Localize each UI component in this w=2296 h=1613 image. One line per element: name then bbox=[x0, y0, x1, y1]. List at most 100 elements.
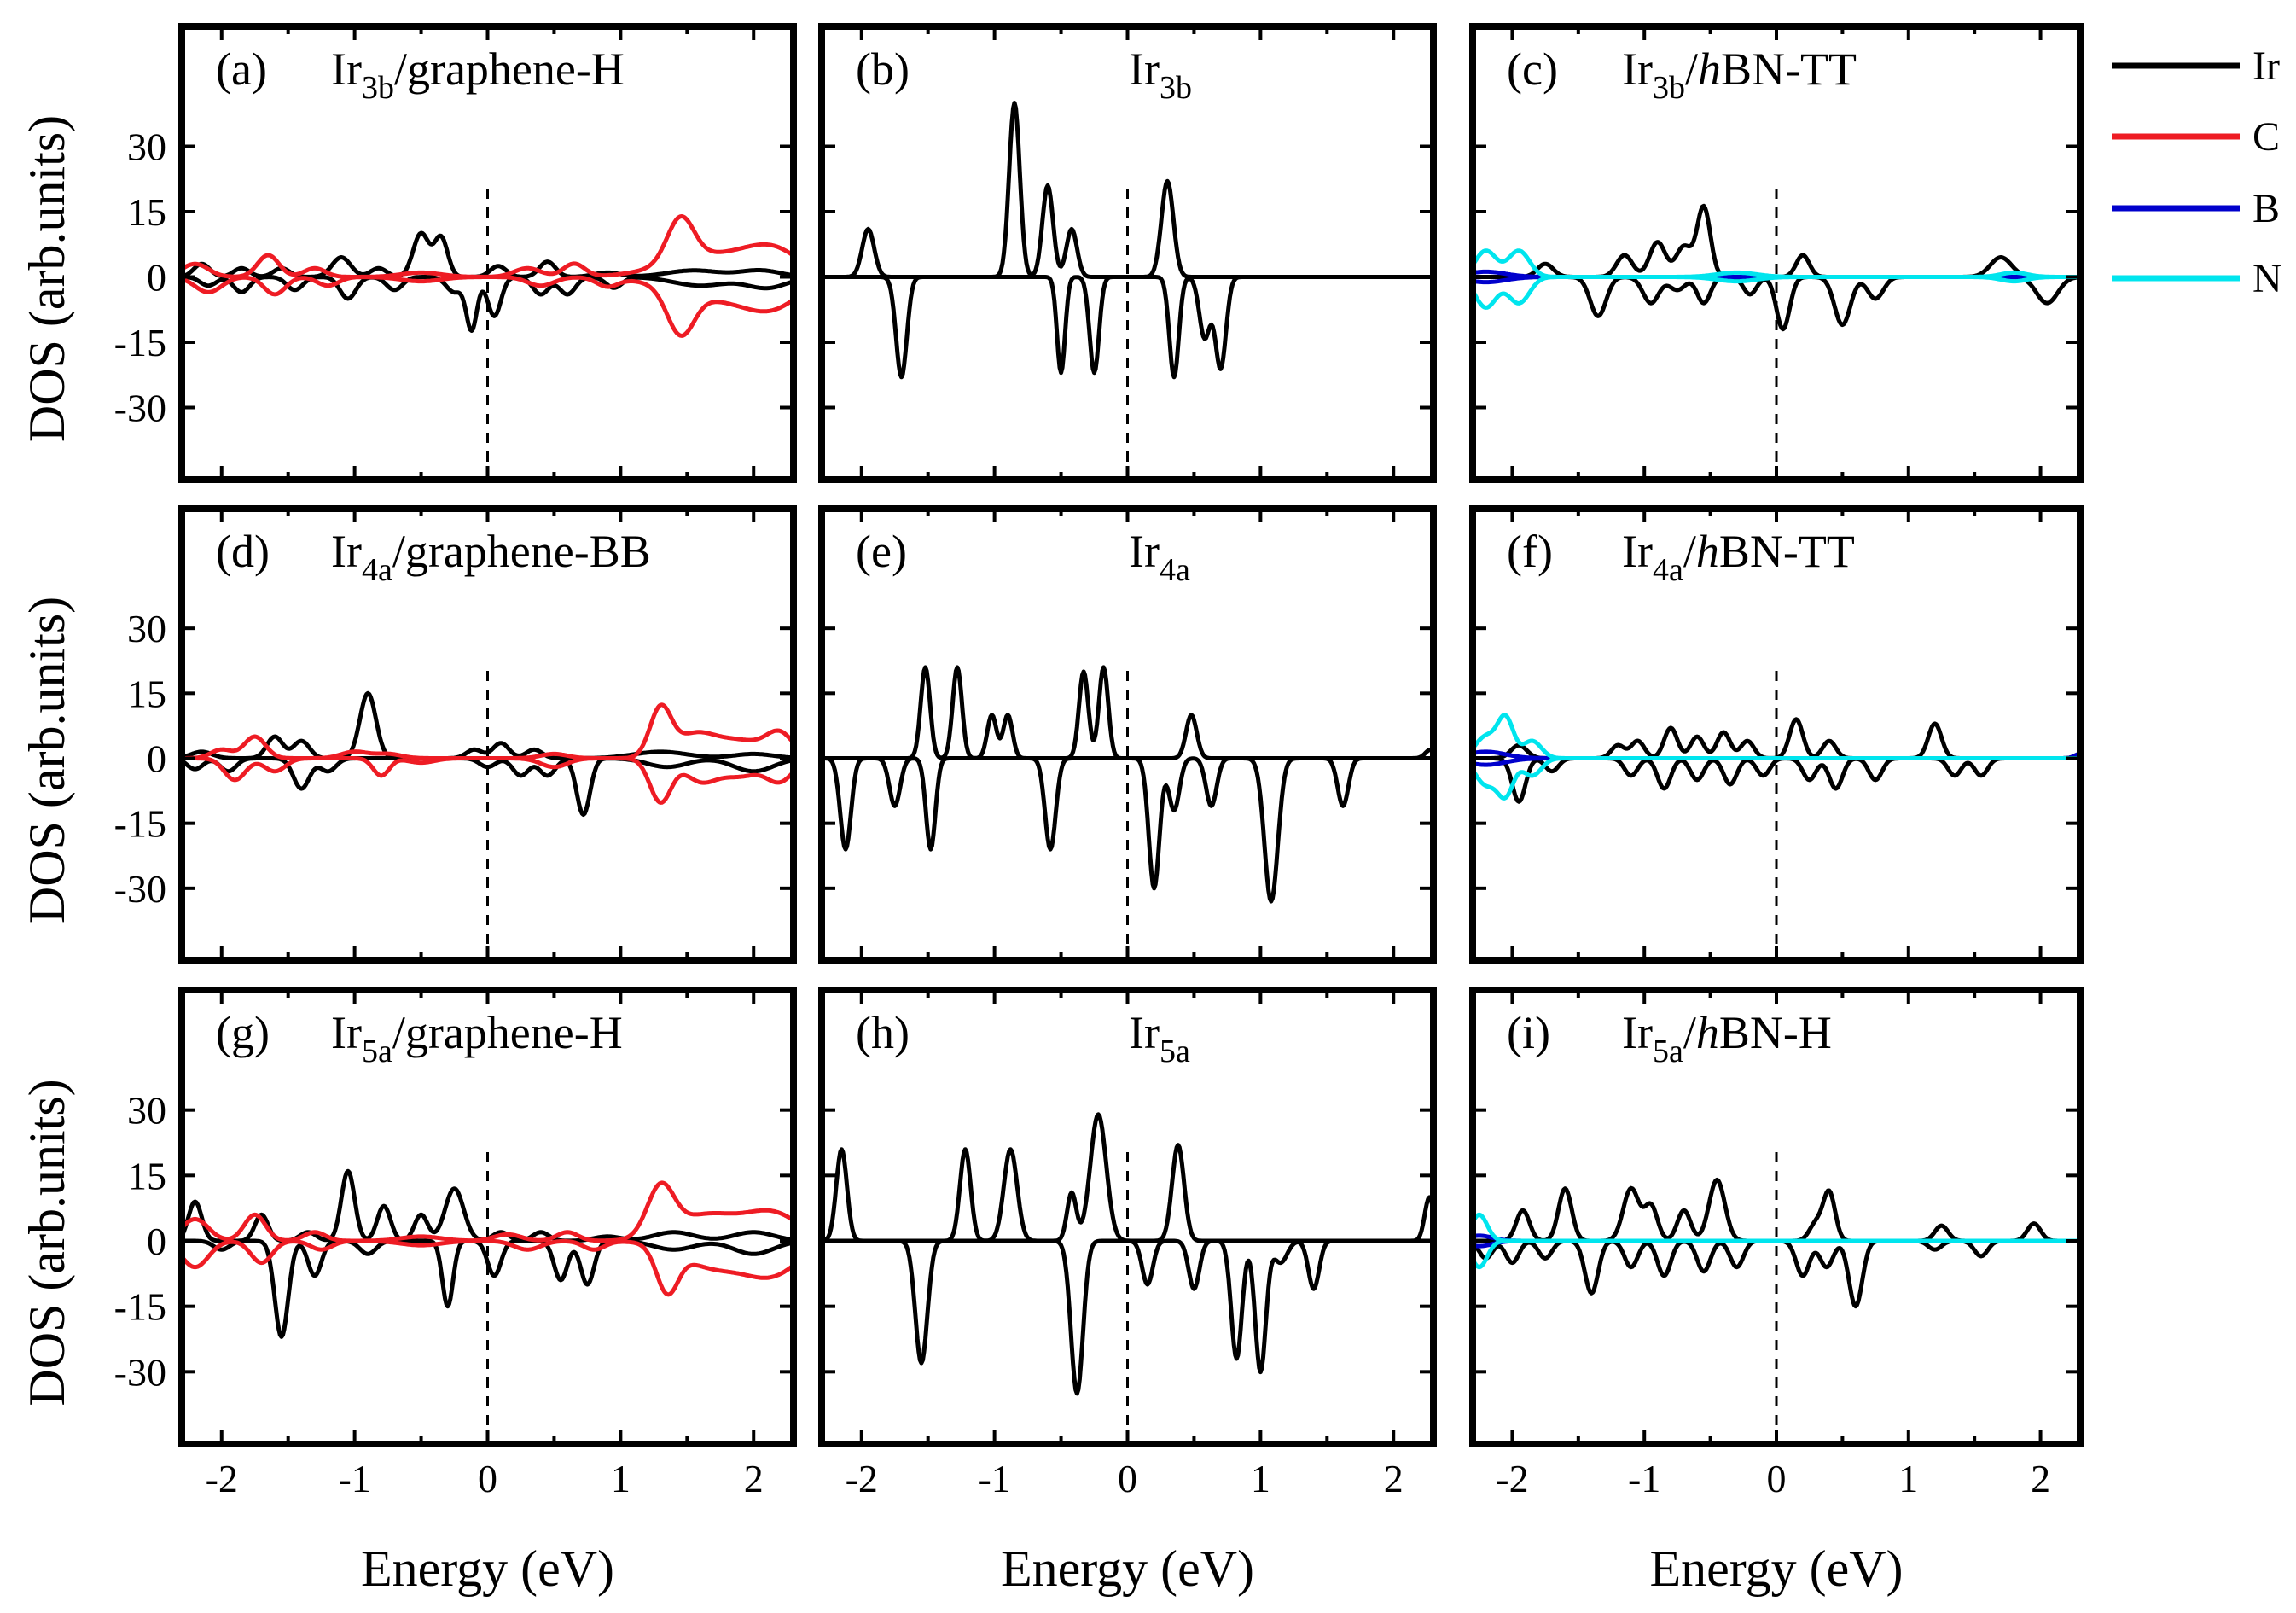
panel-h: -2 -1 0 1 2 (h) Ir5a bbox=[818, 987, 1437, 1500]
curves bbox=[182, 214, 793, 338]
panel-title: Ir4a bbox=[1129, 526, 1190, 588]
y-tick-label: 30 bbox=[127, 607, 166, 650]
panel-title: Ir3b bbox=[1129, 44, 1192, 106]
x-tick-label: -2 bbox=[206, 1457, 238, 1500]
y-tick-label: 15 bbox=[127, 672, 166, 715]
panel-label: (i) bbox=[1507, 1007, 1550, 1058]
panel-title-subscript: 4a bbox=[1653, 552, 1683, 588]
panel-title-subscript: 5a bbox=[362, 1034, 392, 1069]
x-axis-label: Energy (eV) bbox=[361, 1540, 614, 1597]
dos-curve-ir-up bbox=[182, 690, 793, 760]
panel-frame bbox=[1469, 505, 2084, 964]
panel-title-element: Ir bbox=[1622, 44, 1653, 95]
panel-title-subscript: 3b bbox=[1160, 70, 1192, 106]
panel-title-slash: / bbox=[1685, 44, 1698, 95]
curves bbox=[1473, 713, 2080, 804]
curves bbox=[1473, 203, 2080, 332]
dos-curve-c-down bbox=[182, 1238, 793, 1297]
panel-b: (b) Ir3b bbox=[818, 23, 1437, 483]
panel-title: Ir5a/graphene-H bbox=[331, 1007, 623, 1069]
legend-label-b: B bbox=[2252, 186, 2280, 231]
panel-a: 30 15 0 -15 -30 (a) Ir3b/graphene-H bbox=[114, 23, 797, 483]
panel-frame bbox=[178, 987, 797, 1447]
panel-title-subscript: 5a bbox=[1653, 1034, 1683, 1069]
y-axis-labels: DOS (arb.units) DOS (arb.units) DOS (arb.u… bbox=[19, 115, 75, 1406]
panel-title-element: Ir bbox=[1129, 1007, 1160, 1058]
panel-title: Ir5a/hBN-H bbox=[1622, 1007, 1832, 1069]
panel-label: (c) bbox=[1507, 44, 1558, 95]
curves bbox=[1473, 1177, 2080, 1309]
panel-c: (c) Ir3b/hBN-TT bbox=[1469, 23, 2084, 483]
curves bbox=[182, 690, 793, 817]
panel-title-italic: h bbox=[1696, 1007, 1719, 1058]
panel-title-element: Ir bbox=[331, 1007, 362, 1058]
panel-d: 30 15 0 -15 -30 (d) Ir4a/graphene-BB bbox=[114, 505, 797, 964]
legend-label-ir: Ir bbox=[2252, 44, 2280, 89]
curves bbox=[182, 1168, 793, 1339]
dos-curve-n-down bbox=[1473, 756, 2080, 801]
dos-curve-ir-down bbox=[182, 275, 793, 333]
panel-frame bbox=[818, 505, 1437, 964]
x-tick-label: -2 bbox=[846, 1457, 878, 1500]
panel-title-italic: h bbox=[1696, 526, 1719, 577]
y-tick-label: -30 bbox=[114, 387, 166, 430]
panel-frame bbox=[818, 23, 1437, 483]
panel-title-substrate: BN-TT bbox=[1719, 526, 1855, 577]
panel-title-substrate: BN-H bbox=[1719, 1007, 1832, 1058]
panel-title-italic: h bbox=[1698, 44, 1721, 95]
panel-label: (b) bbox=[856, 44, 910, 95]
dos-curve-ir-down bbox=[182, 1238, 793, 1339]
panel-label: (a) bbox=[216, 44, 267, 95]
dos-curve-c-down bbox=[182, 275, 793, 338]
panel-title-subscript: 3b bbox=[1653, 70, 1685, 106]
curves bbox=[822, 1112, 1433, 1396]
y-tick-label: -15 bbox=[114, 802, 166, 846]
panel-title-subscript: 3b bbox=[362, 70, 394, 106]
x-tick-label: 0 bbox=[1767, 1457, 1787, 1500]
panel-title: Ir3b/graphene-H bbox=[331, 44, 625, 106]
panel-label: (e) bbox=[856, 526, 907, 577]
y-tick-label: -15 bbox=[114, 321, 166, 364]
y-tick-label: 30 bbox=[127, 1089, 166, 1133]
y-axis-label: DOS (arb.units) bbox=[19, 597, 75, 923]
y-axis-label: DOS (arb.units) bbox=[19, 115, 75, 442]
panel-frame bbox=[178, 505, 797, 964]
y-tick-label: 0 bbox=[147, 737, 166, 781]
panel-title-substrate: BN-TT bbox=[1721, 44, 1857, 95]
panel-title-element: Ir bbox=[331, 44, 362, 95]
panel-frame bbox=[1469, 987, 2084, 1447]
panel-label: (g) bbox=[216, 1007, 270, 1058]
curves bbox=[822, 665, 1433, 904]
panel-title: Ir5a bbox=[1129, 1007, 1190, 1069]
panel-title-subscript: 4a bbox=[362, 552, 392, 588]
panel-title-substrate: /graphene-H bbox=[392, 1007, 623, 1058]
dos-curve-c-up bbox=[182, 1180, 793, 1243]
x-axis-labels: Energy (eV) Energy (eV) Energy (eV) bbox=[361, 1540, 1904, 1597]
x-tick-label: 1 bbox=[1251, 1457, 1270, 1500]
legend-label-n: N bbox=[2252, 256, 2282, 301]
x-tick-label: 2 bbox=[1384, 1457, 1404, 1500]
x-tick-label: 2 bbox=[2031, 1457, 2050, 1500]
panel-title-subscript: 4a bbox=[1160, 552, 1190, 588]
panel-title-element: Ir bbox=[1129, 44, 1160, 95]
panel-title-element: Ir bbox=[1129, 526, 1160, 577]
panel-title: Ir4a/graphene-BB bbox=[331, 526, 651, 588]
panel-title-element: Ir bbox=[331, 526, 362, 577]
dos-curve-ir-down bbox=[822, 756, 1433, 904]
y-tick-label: 0 bbox=[147, 256, 166, 300]
panel-f: (f) Ir4a/hBN-TT bbox=[1469, 505, 2084, 964]
panel-g: 30 15 0 -15 -30 -2 -1 0 1 2 (g) Ir5a/graphene-H bbox=[114, 987, 797, 1500]
x-tick-label: -1 bbox=[338, 1457, 370, 1500]
dos-curve-ir-down bbox=[822, 275, 1433, 380]
legend: Ir CBN bbox=[2112, 44, 2282, 301]
x-axis-label: Energy (eV) bbox=[1649, 1540, 1903, 1597]
y-tick-label: -30 bbox=[114, 867, 166, 911]
panel-label: (f) bbox=[1507, 526, 1553, 577]
x-tick-label: -2 bbox=[1496, 1457, 1528, 1500]
panel-title-substrate: /graphene-BB bbox=[392, 526, 651, 577]
panel-label: (h) bbox=[856, 1007, 910, 1058]
panel-e: (e) Ir4a bbox=[818, 505, 1437, 964]
y-tick-label: 15 bbox=[127, 1154, 166, 1197]
